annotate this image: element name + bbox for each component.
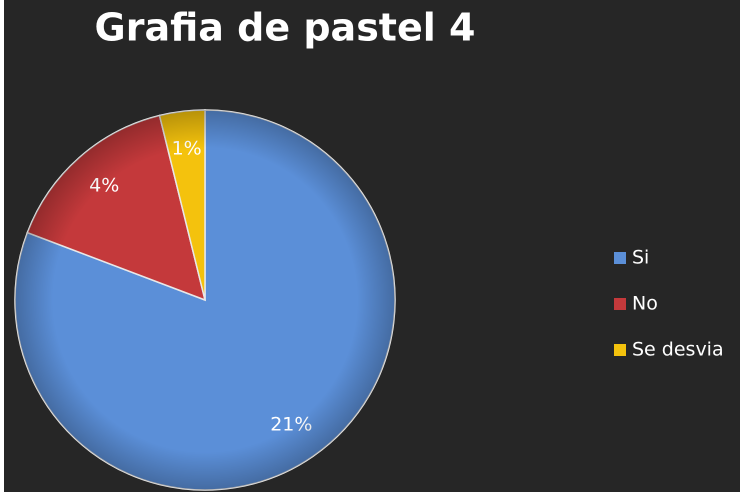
legend-label: Se desvia (632, 339, 724, 361)
data-label: 1% (172, 138, 202, 160)
legend-swatch (614, 344, 626, 356)
legend-label: No (632, 293, 658, 315)
data-label: 21% (270, 414, 312, 436)
legend-swatch (614, 252, 626, 264)
legend-swatch (614, 298, 626, 310)
chart-title: Grafia de pastel 4 (95, 6, 476, 50)
data-label: 4% (89, 175, 119, 197)
legend-label: Si (632, 247, 649, 269)
